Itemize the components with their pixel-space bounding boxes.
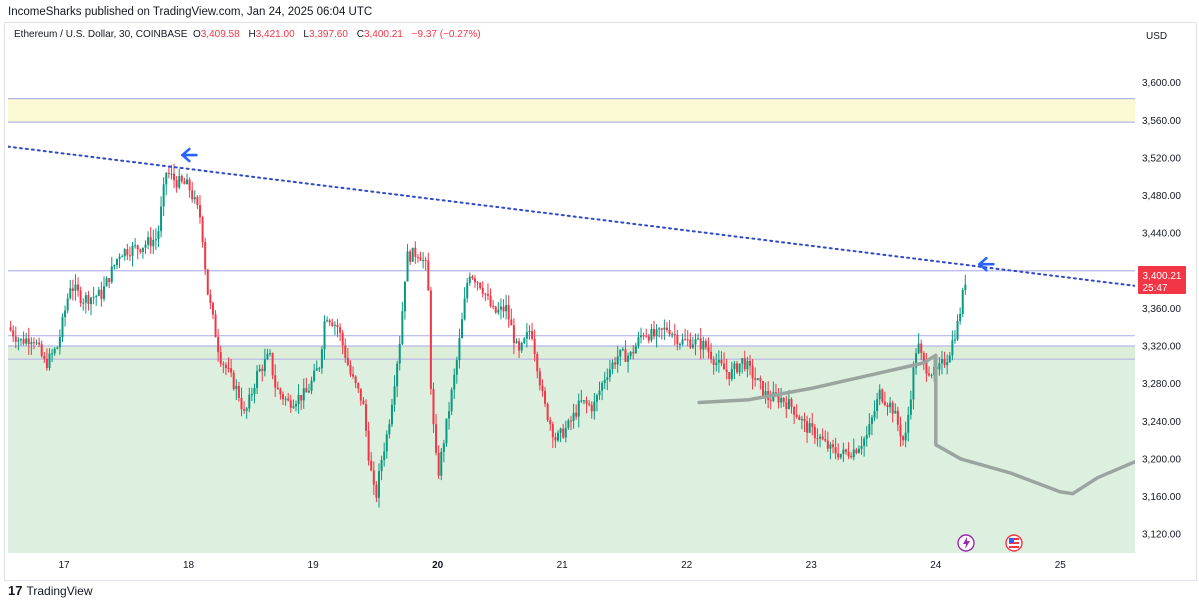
high-label: H (248, 29, 256, 40)
tradingview-brand[interactable]: TradingView (26, 583, 93, 598)
close-value: 3,400.21 (363, 29, 403, 40)
low-value: 3,397.60 (308, 29, 348, 40)
close-label: C (356, 29, 364, 40)
low-label: L (303, 29, 309, 40)
currency-label[interactable]: USD (1146, 31, 1168, 42)
symbol-legend: Ethereum / U.S. Dollar, 30, COINBASE O3,… (14, 29, 481, 40)
high-value: 3,421.00 (255, 29, 295, 40)
footer: 17 TradingView (8, 583, 93, 598)
open-value: 3,409.58 (200, 29, 240, 40)
tradingview-logo-icon[interactable]: 17 (8, 583, 23, 598)
symbol-name[interactable]: Ethereum / U.S. Dollar, 30, COINBASE (14, 29, 188, 40)
change-value: −9.37 (−0.27%) (411, 29, 481, 40)
chart-frame (4, 22, 1197, 581)
published-caption: IncomeSharks published on TradingView.co… (8, 6, 373, 18)
open-label: O (192, 29, 201, 40)
